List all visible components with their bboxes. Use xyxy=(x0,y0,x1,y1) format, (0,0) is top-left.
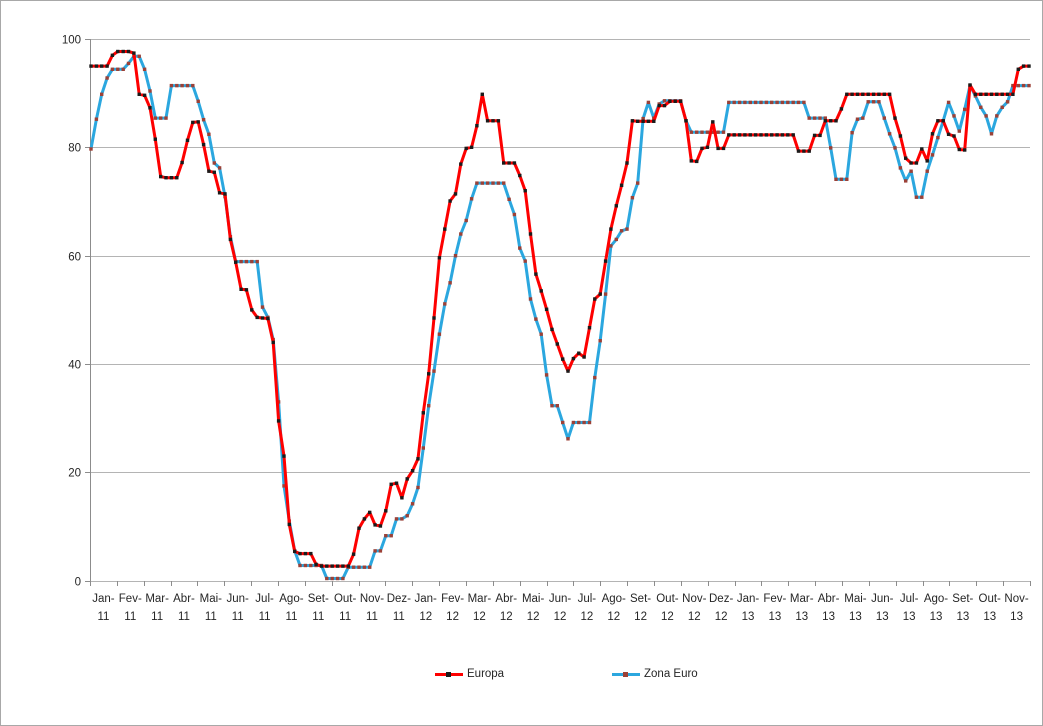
x-tick-label-month: Abr- xyxy=(495,593,517,605)
x-tick-label-month: Nov- xyxy=(682,593,706,605)
x-tick-label-year: 13 xyxy=(822,611,835,623)
x-tick-label-year: 12 xyxy=(500,611,513,623)
series-zona-euro xyxy=(89,54,1031,581)
x-tick-label-month: Ago- xyxy=(279,593,303,605)
x-tick-label-year: 12 xyxy=(554,611,567,623)
x-tick-label-year: 11 xyxy=(312,611,324,623)
x-tick-label-year: 12 xyxy=(527,611,540,623)
x-tick-label-year: 13 xyxy=(849,611,862,623)
x-axis-labels: Jan- 11 Fev- 11 Mar- 11 Abr- 11 Mai- 11 Jun- 11 Jul-… xyxy=(92,593,1029,623)
x-tick-label-year: 12 xyxy=(715,611,728,623)
x-tick-label-month: Jun- xyxy=(227,593,250,605)
x-tick-label-month: Mar- xyxy=(468,593,492,605)
x-tick-label-year: 12 xyxy=(661,611,674,623)
x-tick-label-month: Fev- xyxy=(763,593,786,605)
x-tick-label-month: Set- xyxy=(952,593,973,605)
x-tick-label-year: 11 xyxy=(285,611,297,623)
x-tick-label-month: Abr- xyxy=(818,593,840,605)
x-tick-label-month: Nov- xyxy=(1004,593,1028,605)
x-tick-label-year: 11 xyxy=(124,611,136,623)
y-axis-labels: 0 20 40 60 80 100 xyxy=(62,35,81,589)
x-tick-label-year: 11 xyxy=(339,611,351,623)
x-tick-label-month: Jan- xyxy=(92,593,115,605)
y-tick-label: 0 xyxy=(75,577,81,589)
series-markers-europa xyxy=(89,49,1031,568)
x-tick-label-year: 13 xyxy=(768,611,781,623)
y-tick-label: 20 xyxy=(68,468,81,480)
series-europa xyxy=(89,49,1031,568)
x-tick-label-month: Abr- xyxy=(173,593,195,605)
x-tick-label-month: Jun- xyxy=(549,593,572,605)
x-tick-label-year: 13 xyxy=(795,611,808,623)
x-tick-label-year: 11 xyxy=(205,611,217,623)
x-tick-label-month: Dez- xyxy=(387,593,411,605)
y-tick-label: 40 xyxy=(68,360,81,372)
x-tick-label-year: 11 xyxy=(259,611,271,623)
x-tick-label-month: Jun- xyxy=(871,593,894,605)
x-tick-label-year: 12 xyxy=(419,611,432,623)
x-tick-label-year: 13 xyxy=(903,611,916,623)
x-tick-label-month: Out- xyxy=(979,593,1002,605)
x-tick-label-month: Mai- xyxy=(200,593,223,605)
x-tick-label-year: 11 xyxy=(151,611,163,623)
x-tick-label-month: Ago- xyxy=(602,593,626,605)
x-tick-label-month: Jul- xyxy=(900,593,919,605)
x-tick-label-year: 12 xyxy=(580,611,593,623)
x-tick-label-month: Out- xyxy=(656,593,679,605)
x-tick-label-month: Jul- xyxy=(578,593,597,605)
x-tick-label-year: 13 xyxy=(983,611,996,623)
x-tick-label-year: 12 xyxy=(634,611,647,623)
grid-lines xyxy=(85,39,1030,582)
x-tick-label-month: Out- xyxy=(334,593,357,605)
y-tick-label: 80 xyxy=(68,143,81,155)
x-tick-label-year: 11 xyxy=(393,611,405,623)
x-tick-label-month: Mar- xyxy=(790,593,814,605)
x-tick-label-year: 12 xyxy=(607,611,620,623)
x-tick-label-year: 11 xyxy=(366,611,378,623)
x-tick-label-year: 11 xyxy=(232,611,244,623)
axes xyxy=(90,39,1031,587)
x-tick-label-year: 12 xyxy=(473,611,486,623)
x-tick-label-month: Dez- xyxy=(709,593,733,605)
x-tick-label-month: Nov- xyxy=(360,593,384,605)
y-tick-label: 60 xyxy=(68,252,81,264)
y-tick-label: 100 xyxy=(62,35,81,47)
x-tick-label-month: Set- xyxy=(308,593,329,605)
x-tick-label-year: 13 xyxy=(930,611,943,623)
x-tick-label-year: 11 xyxy=(178,611,190,623)
x-tick-label-year: 13 xyxy=(1010,611,1023,623)
x-tick-label-month: Jul- xyxy=(255,593,274,605)
x-tick-label-month: Jan- xyxy=(737,593,760,605)
series-markers-zona-euro xyxy=(89,54,1031,581)
x-tick-label-year: 13 xyxy=(742,611,755,623)
x-tick-label-month: Fev- xyxy=(119,593,142,605)
x-tick-label-year: 13 xyxy=(876,611,889,623)
x-tick-label-year: 12 xyxy=(446,611,459,623)
x-tick-label-month: Mar- xyxy=(145,593,169,605)
x-tick-label-month: Jan- xyxy=(415,593,438,605)
x-tick-label-year: 12 xyxy=(688,611,701,623)
x-tick-label-month: Ago- xyxy=(924,593,948,605)
x-tick-label-month: Mai- xyxy=(844,593,867,605)
x-tick-label-year: 11 xyxy=(97,611,109,623)
x-tick-label-year: 13 xyxy=(956,611,969,623)
x-tick-label-month: Mai- xyxy=(522,593,545,605)
x-tick-label-month: Fev- xyxy=(441,593,464,605)
x-tick-label-month: Set- xyxy=(630,593,651,605)
